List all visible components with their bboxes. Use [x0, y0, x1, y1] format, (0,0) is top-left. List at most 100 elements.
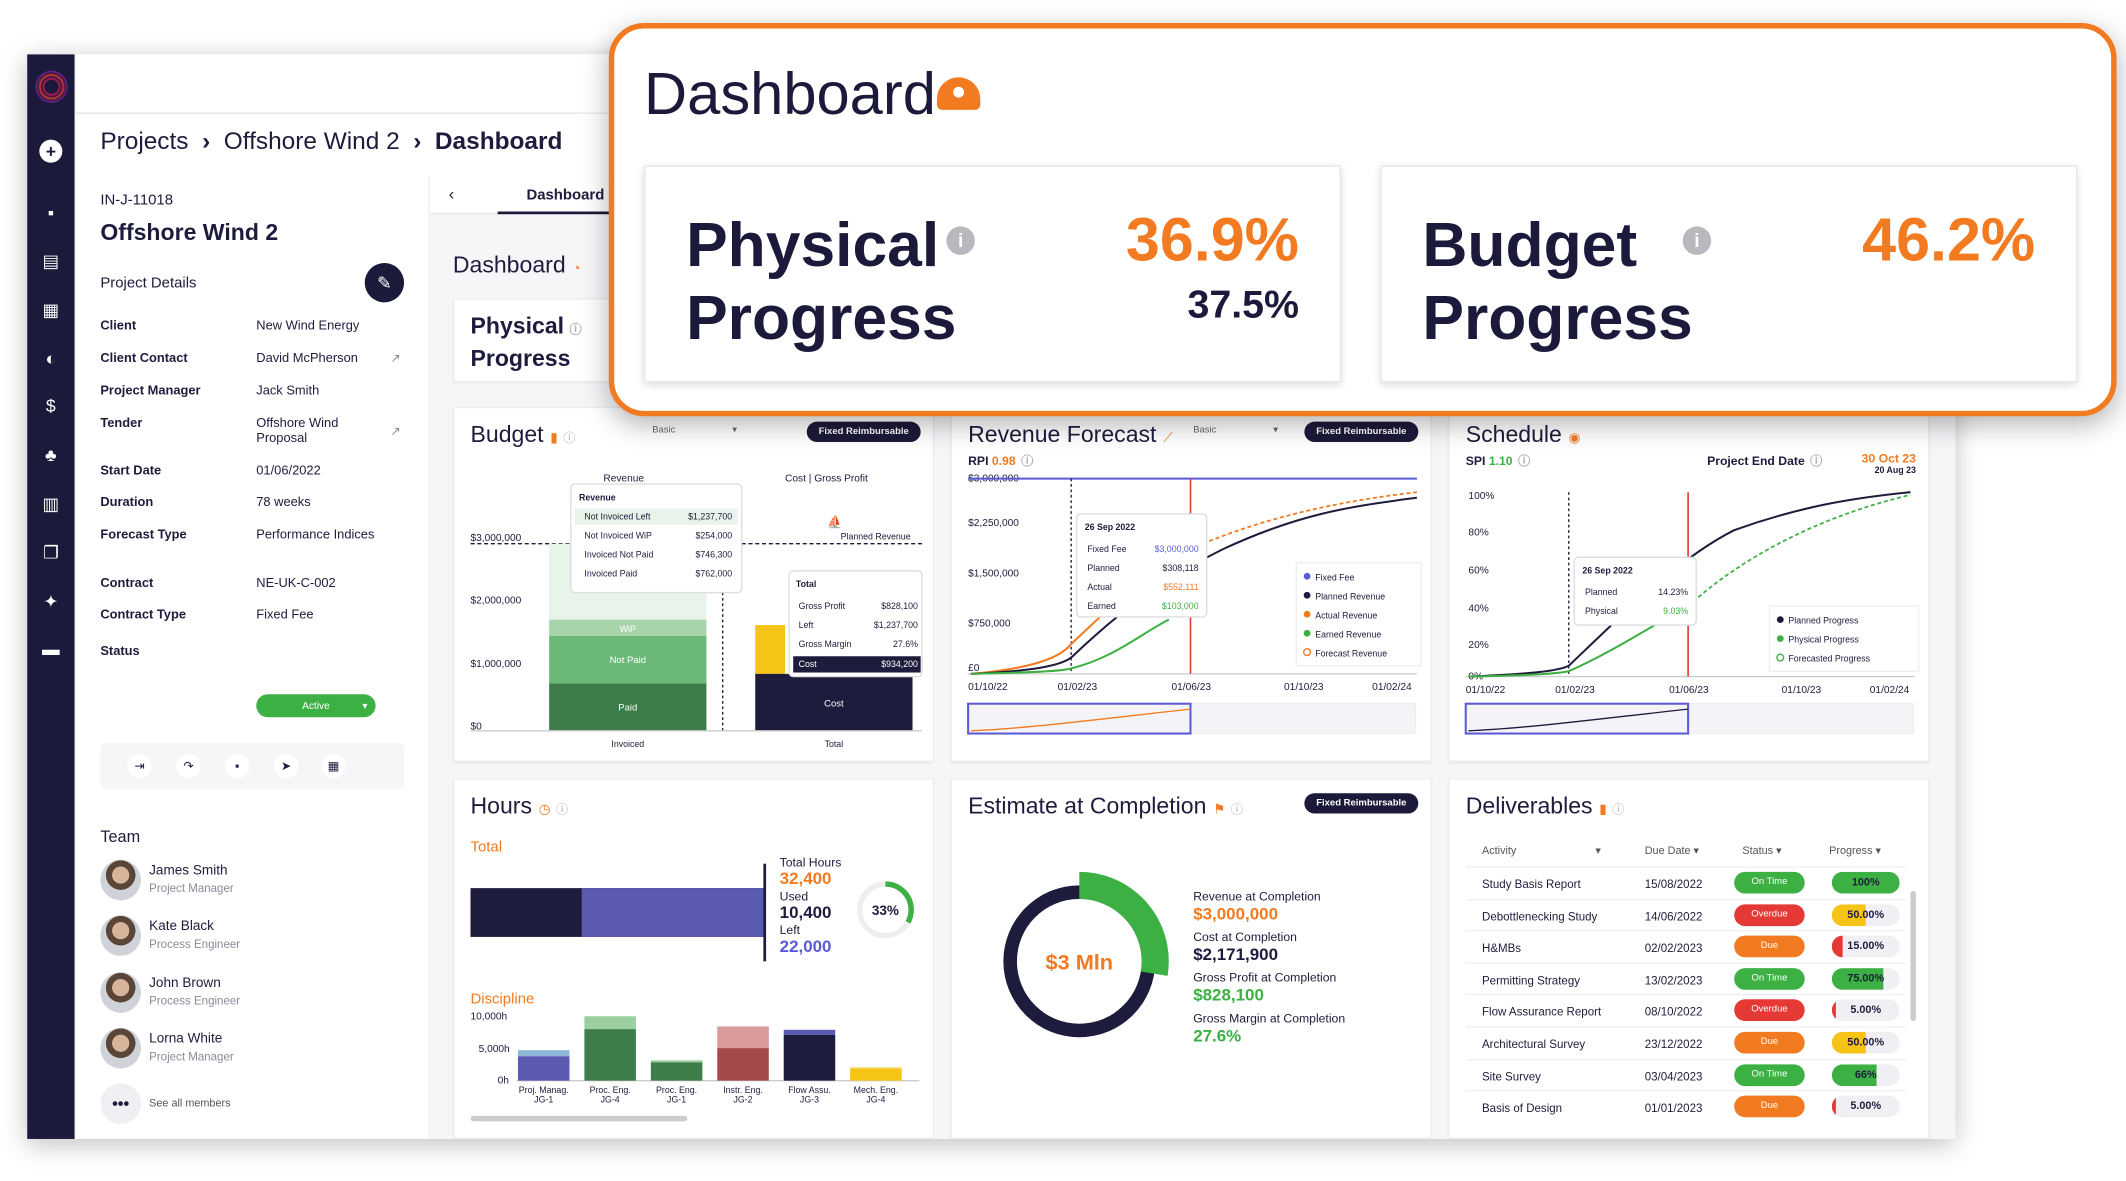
- edit-button[interactable]: ✎: [364, 263, 405, 303]
- col-progress[interactable]: Progress ▾: [1829, 844, 1881, 857]
- info-icon[interactable]: ⓘ: [1810, 454, 1823, 468]
- chevron-left-icon[interactable]: ‹: [448, 184, 455, 204]
- revenue-xtick: 01/02/23: [1058, 682, 1098, 693]
- svg-text:Left: Left: [799, 620, 814, 630]
- discipline-bar-planned: [783, 1029, 836, 1035]
- team-member[interactable]: James Smith Project Manager: [100, 859, 412, 906]
- hours-card: Hours ◷ ⓘ Total Total Hours 32,400 Used 10,4…: [452, 778, 935, 1139]
- folder-icon[interactable]: ▬: [42, 638, 60, 659]
- table-row[interactable]: Study Basis Report 15/08/2022 On Time 100%: [1465, 866, 1907, 897]
- budget-card: Budget ▮ ⓘ Basic ▾ Fixed Reimbursable Reve…: [452, 406, 935, 763]
- table-row[interactable]: Flow Assurance Report 08/10/2022 Overdue 5.…: [1465, 994, 1907, 1025]
- search-doc-icon[interactable]: ◐: [45, 348, 57, 369]
- svg-text:Not Invoiced WiP: Not Invoiced WiP: [584, 530, 652, 540]
- document-icon[interactable]: ▤: [42, 250, 60, 272]
- eac-donut: $3 Mln: [989, 871, 1169, 1051]
- info-icon[interactable]: ⓘ: [563, 431, 576, 445]
- budget-progress-title: Budget Progress: [1422, 208, 1693, 353]
- people-icon[interactable]: ♣: [45, 444, 57, 466]
- share-icon[interactable]: ↷: [176, 753, 201, 779]
- table-row[interactable]: Architectural Survey 23/12/2022 Due 50.00%: [1465, 1026, 1907, 1057]
- svg-text:JG-4: JG-4: [866, 1094, 885, 1104]
- calendar-icon[interactable]: ▦: [42, 299, 60, 320]
- svg-text:Planned: Planned: [1087, 563, 1119, 573]
- table-row[interactable]: Basis of Design 01/01/2023 Due 5.00%: [1465, 1090, 1907, 1121]
- info-icon[interactable]: ⓘ: [569, 322, 582, 337]
- revenue-type-select[interactable]: Basic ▾: [1193, 425, 1279, 436]
- team-member[interactable]: Kate Black Process Engineer: [100, 915, 412, 961]
- team-member[interactable]: John Brown Process Engineer: [100, 972, 412, 1018]
- svg-text:Gross Margin: Gross Margin: [799, 639, 852, 649]
- budget-ytick: $0: [470, 721, 482, 732]
- due-date-cell: 01/01/2023: [1644, 1101, 1703, 1115]
- svg-text:14.23%: 14.23%: [1658, 587, 1688, 597]
- project-end-readout: Project End Date ⓘ 30 Oct 23 20 Aug 23: [1707, 451, 1916, 476]
- status-badge: Due: [1734, 1095, 1805, 1118]
- info-icon[interactable]: ⓘ: [556, 802, 569, 817]
- info-icon[interactable]: ⓘ: [1518, 454, 1531, 468]
- svg-text:JG-3: JG-3: [800, 1094, 819, 1104]
- status-select[interactable]: Active ▾: [256, 694, 376, 718]
- chevron-right-icon: ›: [413, 127, 422, 155]
- avatar: [100, 859, 142, 901]
- progress-pill: 100%: [1831, 871, 1900, 894]
- table-row[interactable]: Permitting Strategy 13/02/2023 On Time 75.0…: [1465, 962, 1907, 993]
- external-link-icon[interactable]: ↗: [390, 351, 401, 365]
- export-icon[interactable]: ⇥: [127, 753, 152, 779]
- info-icon[interactable]: ⓘ: [1021, 454, 1034, 468]
- seg-paid-label: Paid: [618, 702, 637, 713]
- progress-pill: 75.00%: [1831, 967, 1900, 990]
- see-all-members[interactable]: ••• See all members: [100, 1083, 412, 1129]
- activity-cell: Site Survey: [1481, 1069, 1541, 1083]
- team-label: Team: [100, 827, 141, 847]
- more-icon: •••: [100, 1083, 142, 1125]
- info-icon[interactable]: i: [946, 226, 975, 255]
- send-icon[interactable]: ➤: [273, 753, 299, 779]
- svg-text:Forecast Revenue: Forecast Revenue: [1315, 648, 1387, 658]
- discipline-bar-used: [650, 1062, 703, 1081]
- due-date-cell: 03/04/2023: [1644, 1069, 1703, 1083]
- due-date-cell: 14/06/2022: [1644, 909, 1703, 923]
- seg-cost: [755, 673, 913, 731]
- app-logo[interactable]: [35, 70, 68, 104]
- note-icon[interactable]: ▪: [225, 753, 250, 779]
- schedule-ytick: 40%: [1468, 604, 1488, 615]
- breadcrumb-project[interactable]: Offshore Wind 2: [223, 127, 400, 155]
- svg-text:Gross Profit: Gross Profit: [799, 601, 846, 611]
- scrollbar[interactable]: [1910, 890, 1916, 1021]
- discipline-bar-planned: [650, 1060, 703, 1063]
- info-icon[interactable]: i: [1682, 226, 1712, 255]
- rpi-readout: RPI 0.98 ⓘ: [968, 454, 1034, 468]
- info-icon[interactable]: ⓘ: [1612, 802, 1625, 817]
- team-member[interactable]: Lorna White Project Manager: [100, 1027, 412, 1074]
- progress-pill: 66%: [1831, 1063, 1900, 1086]
- table-row[interactable]: Site Survey 03/04/2023 On Time 66%: [1465, 1058, 1907, 1089]
- add-icon[interactable]: +: [39, 139, 63, 163]
- grid-icon[interactable]: ▦: [321, 753, 346, 779]
- svg-text:Actual Revenue: Actual Revenue: [1315, 610, 1377, 620]
- col-due-date[interactable]: Due Date ▾: [1644, 844, 1700, 857]
- table-row[interactable]: H&MBs 02/02/2023 Due 15.00%: [1465, 930, 1907, 961]
- clock-icon: ◉: [1568, 431, 1581, 447]
- svg-text:26 Sep 2022: 26 Sep 2022: [1085, 522, 1135, 532]
- copy-icon[interactable]: ❐: [42, 542, 59, 563]
- budget-type-select[interactable]: Basic ▾: [652, 425, 738, 436]
- external-link-icon[interactable]: ↗: [390, 424, 401, 438]
- chevron-down-icon: ▾: [732, 425, 738, 436]
- col-activity[interactable]: Activity ▾: [1481, 844, 1601, 857]
- handshake-icon[interactable]: ✦: [43, 591, 59, 612]
- col-status[interactable]: Status ▾: [1742, 844, 1782, 857]
- contract-pill: Fixed Reimbursable: [1304, 421, 1419, 443]
- table-row[interactable]: Debottlenecking Study 14/06/2022 Overdue 50…: [1465, 898, 1907, 929]
- svg-text:$746,300: $746,300: [695, 549, 732, 559]
- activity-cell: Study Basis Report: [1481, 877, 1581, 891]
- due-date-cell: 13/02/2023: [1644, 973, 1703, 987]
- breadcrumb-projects[interactable]: Projects: [100, 127, 189, 155]
- dollar-icon[interactable]: $: [45, 395, 56, 417]
- tab-dashboard[interactable]: Dashboard: [497, 176, 634, 215]
- info-icon[interactable]: ⓘ: [1230, 802, 1244, 817]
- notes-icon[interactable]: ▪: [47, 202, 54, 223]
- building-icon[interactable]: ▥: [42, 493, 60, 514]
- chevron-down-icon: ▾: [362, 699, 368, 712]
- svg-text:Planned Progress: Planned Progress: [1788, 616, 1859, 626]
